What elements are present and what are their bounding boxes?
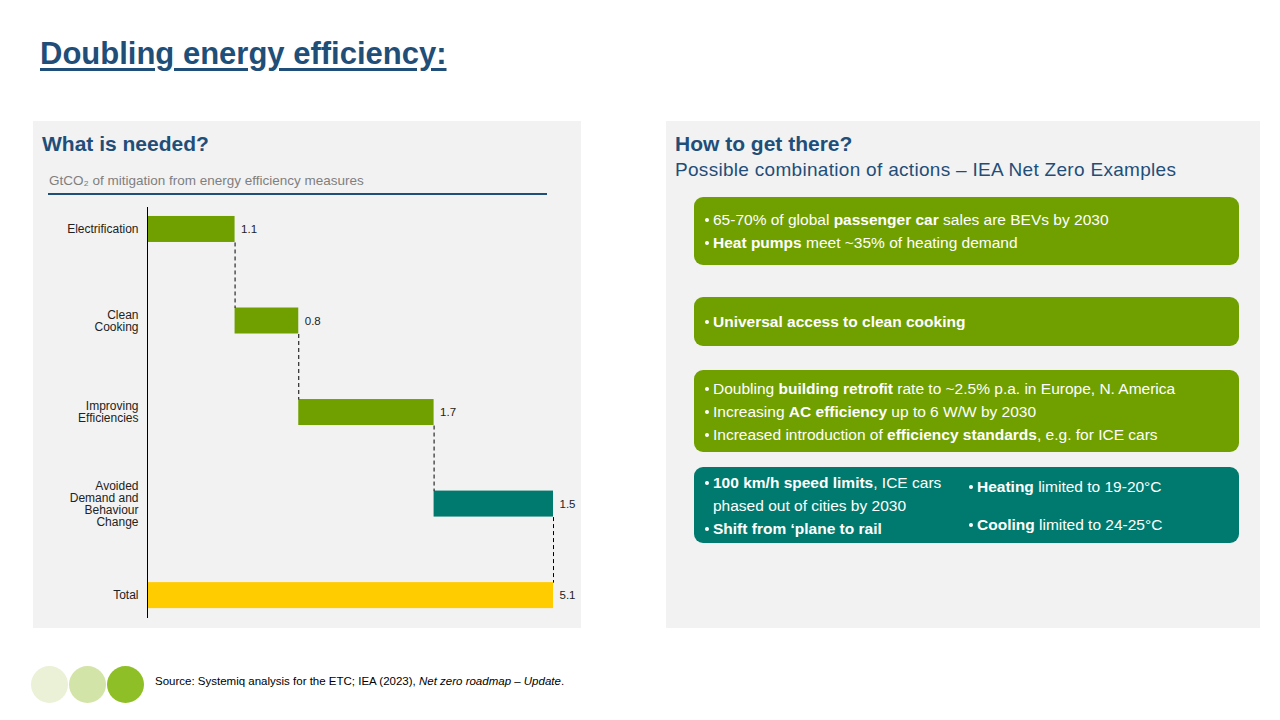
html-text:How to get there?: How to get there? — [675, 132, 853, 155]
svg-text:5.1: 5.1 — [560, 589, 576, 601]
svg-text:1.7: 1.7 — [440, 406, 456, 418]
html-text:100 km/h speed limits, ICE car: 100 km/h speed limits, ICE cars phased o… — [713, 473, 942, 514]
html-text:GtCO₂ of mitigation from energ: GtCO₂ of mitigation from energy efficien… — [49, 173, 364, 188]
html-text:Doubling energy efficiency:: Doubling energy efficiency: — [40, 36, 447, 71]
html-text:Possible combination of action: Possible combination of actions – IEA Ne… — [675, 159, 1177, 180]
html-text:Source: Systemiq analysis for: Source: Systemiq analysis for the ETC; I… — [155, 675, 565, 687]
html-text:Increased introduction of effi: Increased introduction of efficiency sta… — [713, 425, 1158, 443]
html-text:Increasing AC efficiency up to: Increasing AC efficiency up to 6 W/W by … — [713, 402, 1037, 420]
svg-text:ImprovingEfficiencies: ImprovingEfficiencies — [78, 399, 138, 425]
html-text:Shift from ‘plane to rail: Shift from ‘plane to rail — [713, 519, 882, 537]
html-text:Doubling building retrofit rat: Doubling building retrofit rate to ~2.5%… — [713, 379, 1176, 397]
svg-text:CleanCooking: CleanCooking — [94, 308, 138, 334]
html-text:Heat pumps meet ~35% of heatin: Heat pumps meet ~35% of heating demand — [713, 234, 1018, 251]
svg-text:Electrification: Electrification — [67, 222, 138, 236]
html-text:Universal access to clean cook: Universal access to clean cooking — [713, 313, 966, 330]
svg-text:0.8: 0.8 — [305, 315, 321, 327]
svg-text:1.5: 1.5 — [560, 498, 576, 510]
svg-text:1.1: 1.1 — [241, 223, 257, 235]
html-text:Cooling limited to 24-25°C: Cooling limited to 24-25°C — [977, 515, 1163, 533]
html-text:65-70% of global passenger car: 65-70% of global passenger car sales are… — [713, 211, 1109, 228]
html-text:What is needed?: What is needed? — [42, 132, 209, 155]
html-text:Heating limited to 19-20°C: Heating limited to 19-20°C — [977, 477, 1162, 495]
svg-text:Total: Total — [113, 588, 138, 602]
svg-text:AvoidedDemand andBehaviourChan: AvoidedDemand andBehaviourChange — [70, 479, 139, 529]
